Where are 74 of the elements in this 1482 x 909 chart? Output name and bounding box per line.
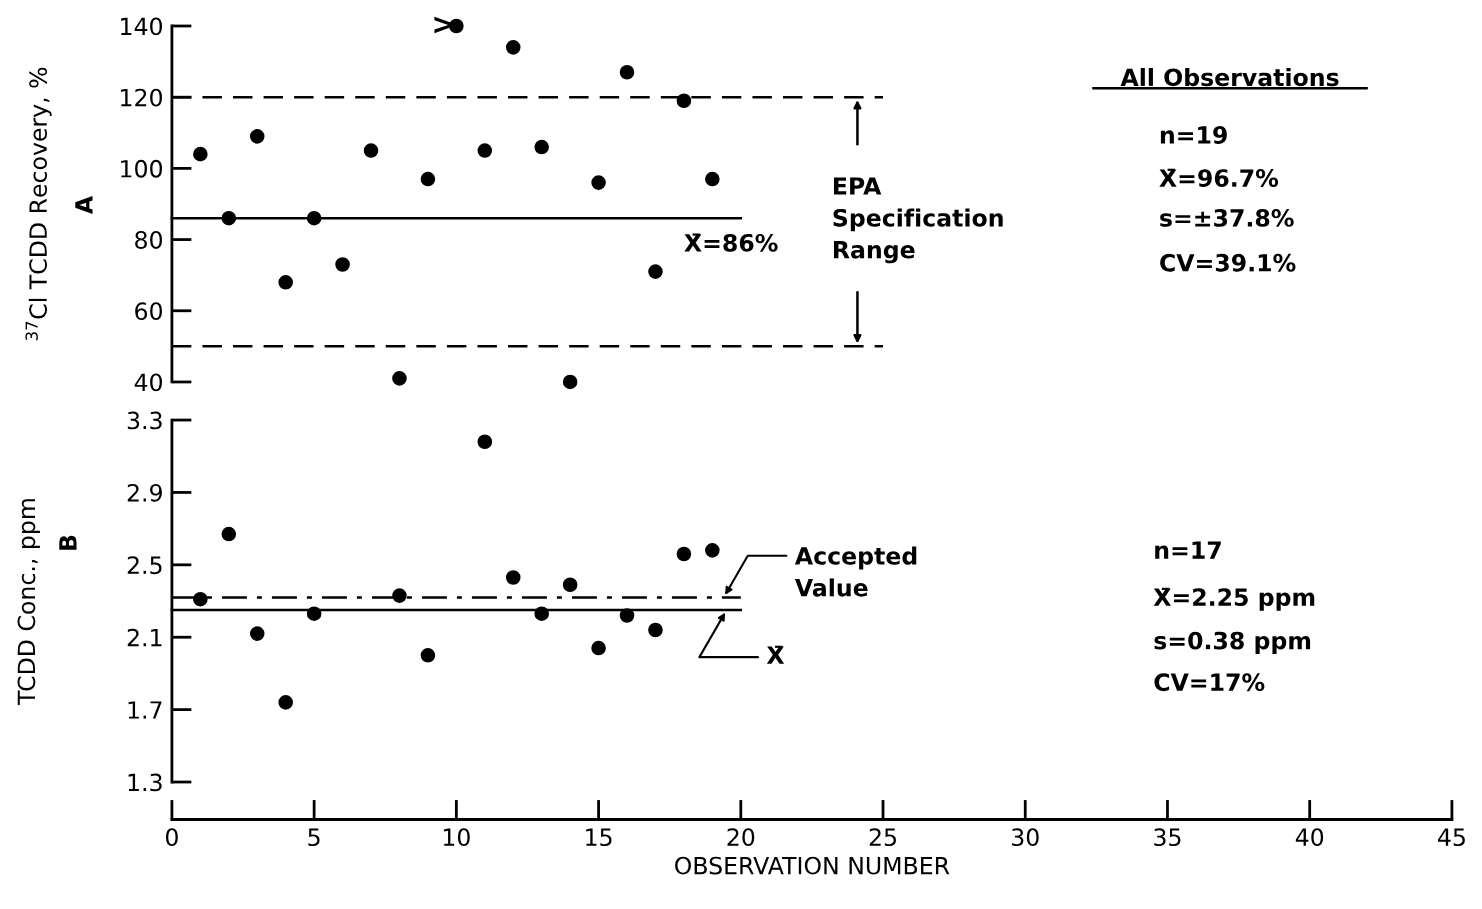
point: [420, 648, 436, 663]
x-tick-label: 15: [586, 828, 612, 847]
point: [278, 695, 293, 710]
y-tick-label: 60: [135, 302, 163, 321]
point: [335, 257, 350, 272]
y-tick-label: 120: [121, 88, 163, 107]
annotation: X̄=96.7%: [1159, 168, 1279, 187]
x-tick-label: 45: [1438, 828, 1465, 847]
y-tick-label: 2.5: [127, 556, 162, 575]
annotation: n=17: [1155, 541, 1221, 559]
annotation: EPA Specification Range: [833, 177, 1003, 264]
point: [705, 543, 720, 558]
y-tick-label: 80: [135, 231, 163, 249]
annotation: n=19: [1160, 126, 1227, 144]
point: [306, 210, 322, 226]
point: [193, 146, 208, 162]
y-axis-title: TCDD Conc., ppm: [17, 499, 40, 705]
y-tick-label: 140: [121, 17, 163, 36]
point: [363, 143, 379, 158]
point: [278, 275, 293, 290]
annotation: X̄=86%: [684, 233, 778, 252]
y-tick-label: 40: [134, 373, 163, 392]
point: [249, 129, 265, 144]
point: [591, 640, 606, 656]
point: [534, 139, 549, 155]
point: [676, 546, 692, 562]
x-tick-label: 20: [727, 828, 755, 847]
x-tick-label: 25: [869, 828, 896, 847]
point: [477, 143, 493, 158]
point: [392, 588, 407, 603]
point: [705, 171, 720, 187]
x-tick-label: 10: [443, 828, 470, 847]
point: [505, 40, 521, 55]
y-tick-label: 1.7: [128, 701, 162, 719]
y-tick-label: 1.3: [128, 773, 162, 792]
x-tick-label: 5: [308, 828, 320, 847]
y-tick-label: 2.1: [127, 628, 162, 647]
x-tick-label: 40: [1295, 828, 1324, 847]
point: [193, 591, 208, 607]
x-axis-title: OBSERVATION NUMBER: [675, 856, 950, 875]
annotation: X̄=2.25 ppm: [1153, 587, 1315, 611]
annotation: CV=39.1%: [1160, 253, 1296, 272]
point: [306, 606, 322, 621]
text: B: [59, 535, 77, 550]
point: [221, 526, 237, 542]
annotation: X̄: [766, 645, 785, 664]
y-tick-label: 100: [121, 159, 163, 178]
annotation: CV=17%: [1154, 673, 1265, 692]
annotation: Accepted Value: [794, 546, 917, 597]
x-tick-label: 35: [1154, 828, 1181, 847]
point: [562, 374, 578, 390]
annotation: s=±37.8%: [1160, 208, 1294, 227]
text: A: [75, 195, 93, 215]
point: [619, 64, 635, 80]
x-tick-label: 0: [165, 828, 178, 847]
y-tick-label: 3.3: [127, 411, 162, 430]
point: [619, 608, 635, 623]
point: [249, 626, 265, 641]
point: [505, 570, 521, 585]
annotation: s=0.38 ppm: [1154, 631, 1311, 655]
x-tick-label: 30: [1012, 828, 1039, 847]
point: [534, 606, 549, 621]
point: [392, 371, 407, 386]
point: [477, 434, 493, 450]
point: [676, 93, 692, 109]
y-tick-label: 2.9: [127, 483, 162, 502]
y-axis-title: $^{37}$Cl TCDD Recovery, %: [25, 67, 52, 341]
point: [591, 175, 606, 190]
point: [648, 264, 663, 279]
point: [221, 210, 237, 226]
point: [420, 171, 436, 187]
annotation: All Observations: [1120, 67, 1339, 87]
point: [648, 622, 663, 638]
point: [562, 577, 578, 593]
